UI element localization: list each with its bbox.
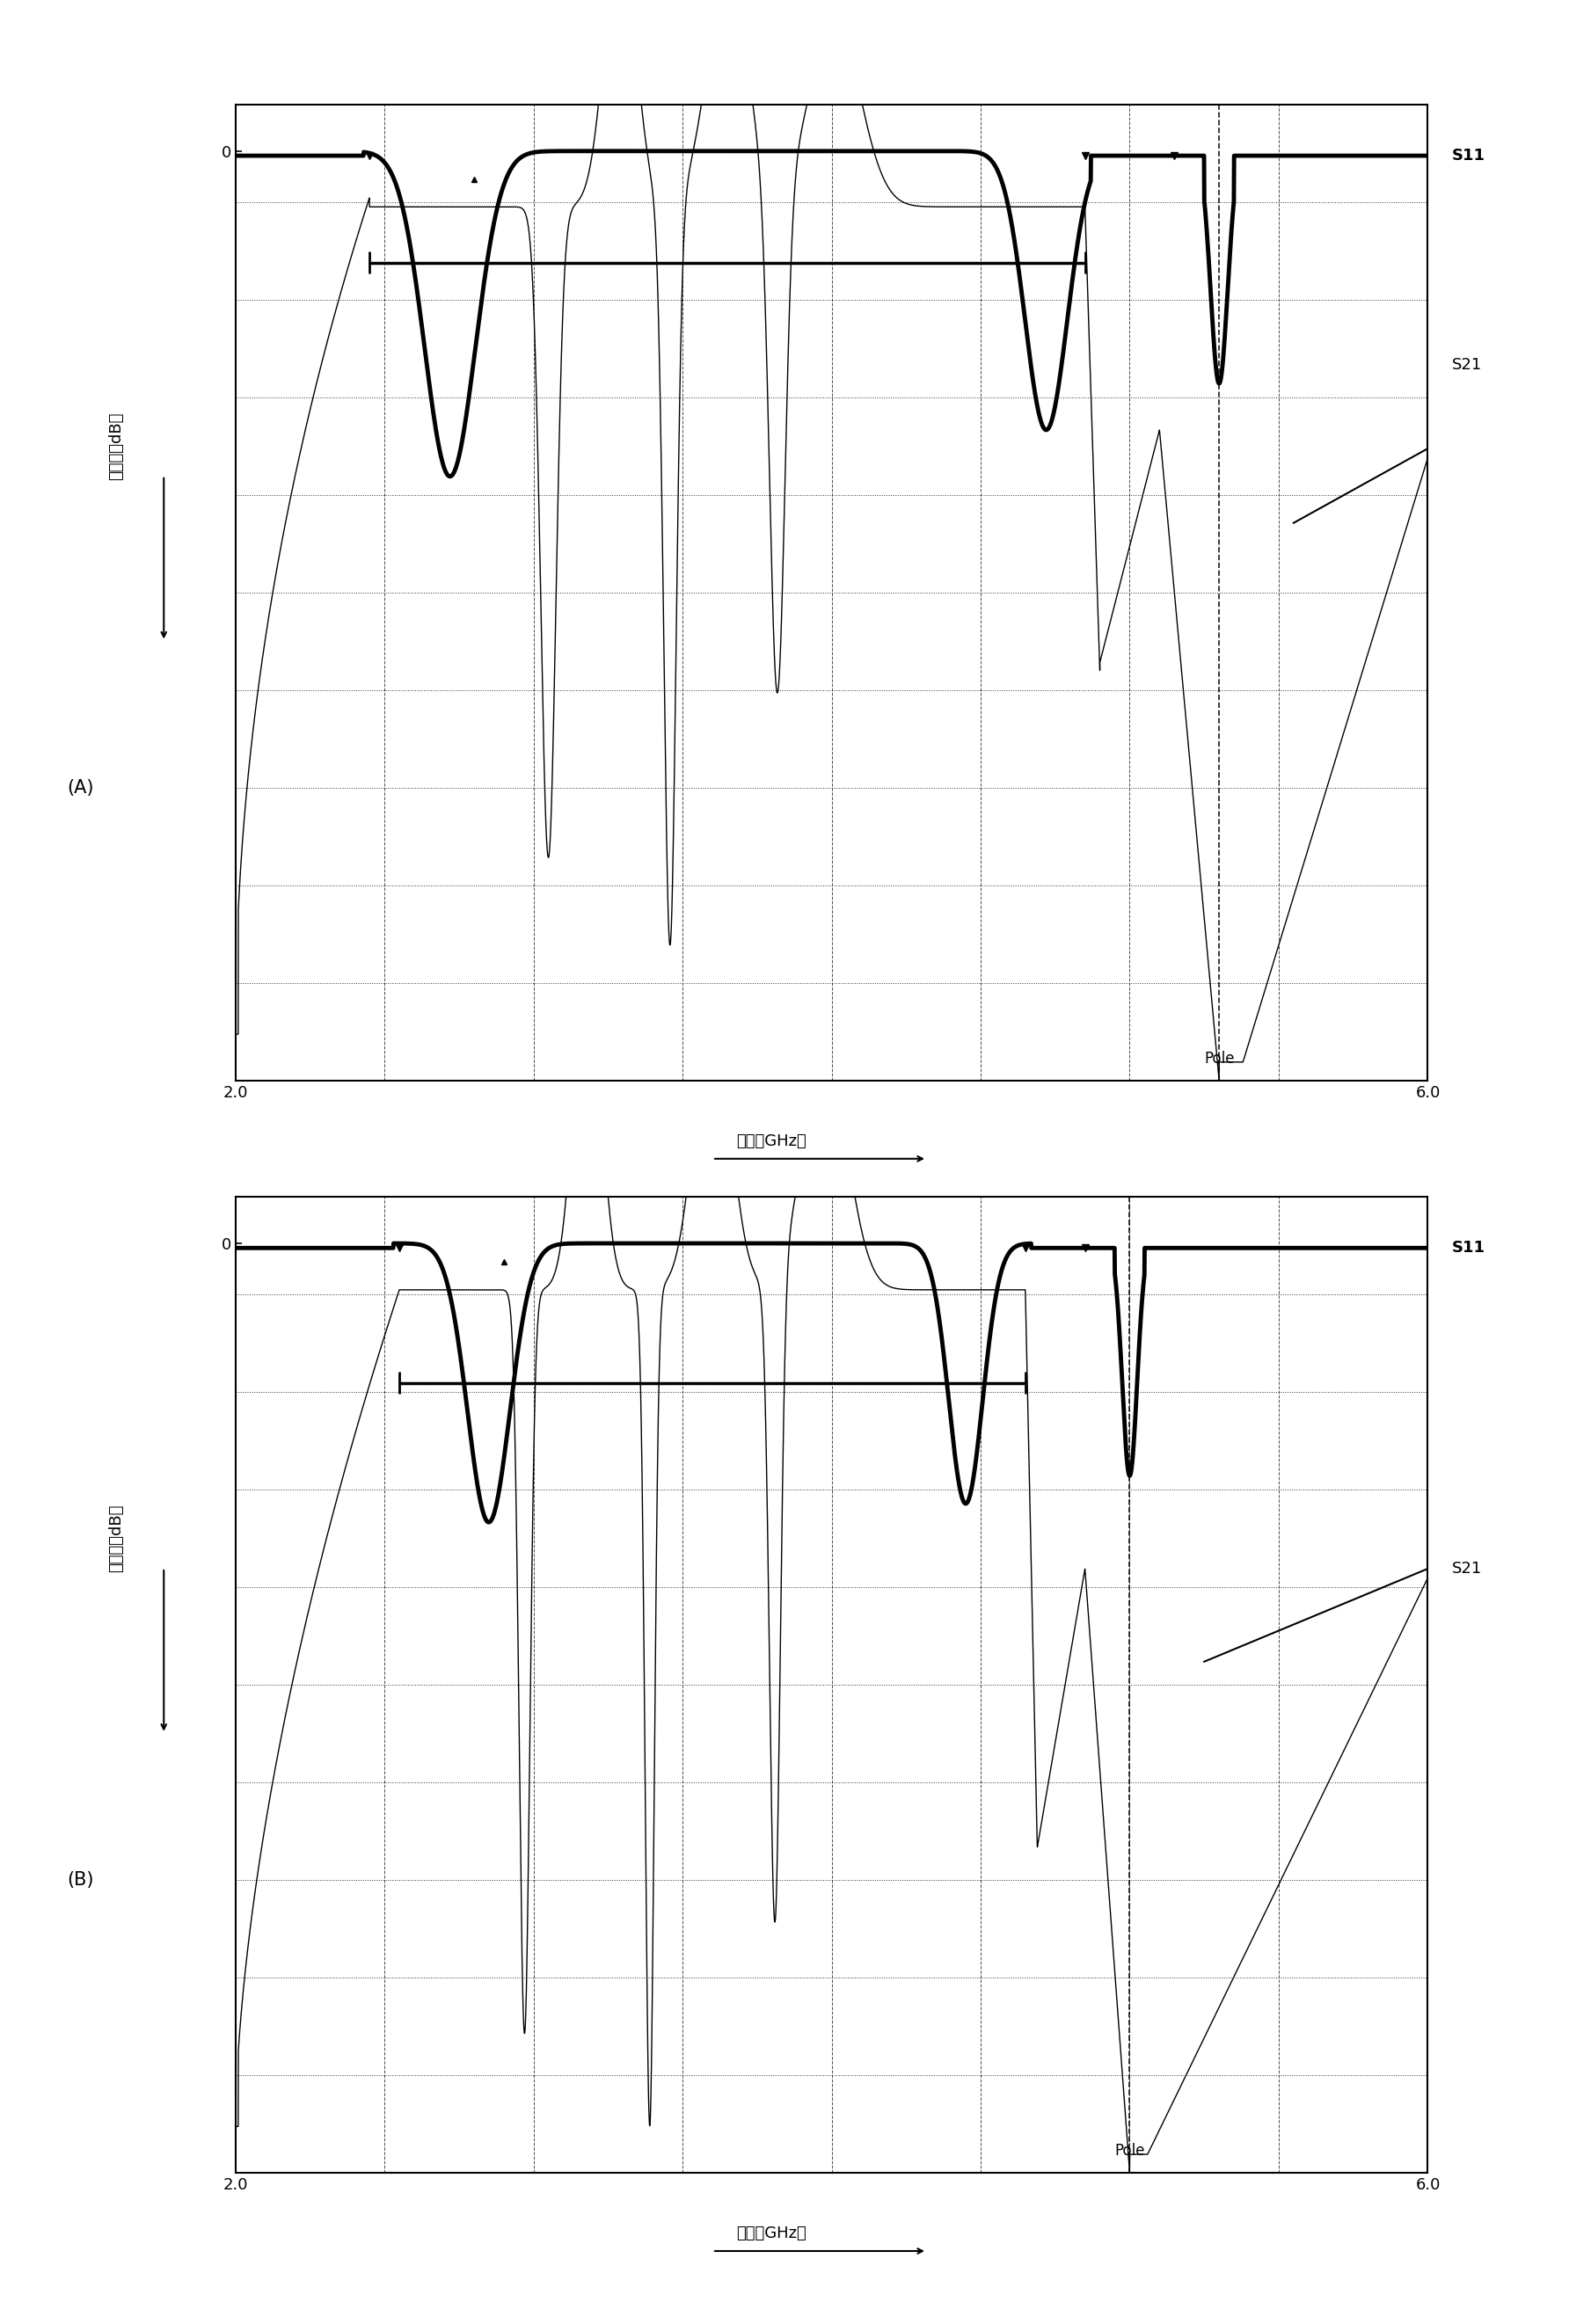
Text: (A): (A) (67, 779, 94, 797)
Text: 衰减量（dB）: 衰减量（dB） (108, 411, 124, 481)
Text: 频率（GHz）: 频率（GHz） (736, 1134, 806, 1148)
Text: S11: S11 (1451, 1241, 1486, 1255)
Text: S21: S21 (1451, 358, 1481, 372)
Text: S11: S11 (1451, 149, 1486, 163)
Text: Pole: Pole (1114, 2143, 1145, 2159)
Text: 衰减量（dB）: 衰减量（dB） (108, 1504, 124, 1573)
Text: (B): (B) (67, 1871, 94, 1889)
Text: S21: S21 (1451, 1562, 1481, 1576)
Text: Pole: Pole (1203, 1050, 1235, 1067)
Text: 频率（GHz）: 频率（GHz） (736, 2226, 806, 2240)
